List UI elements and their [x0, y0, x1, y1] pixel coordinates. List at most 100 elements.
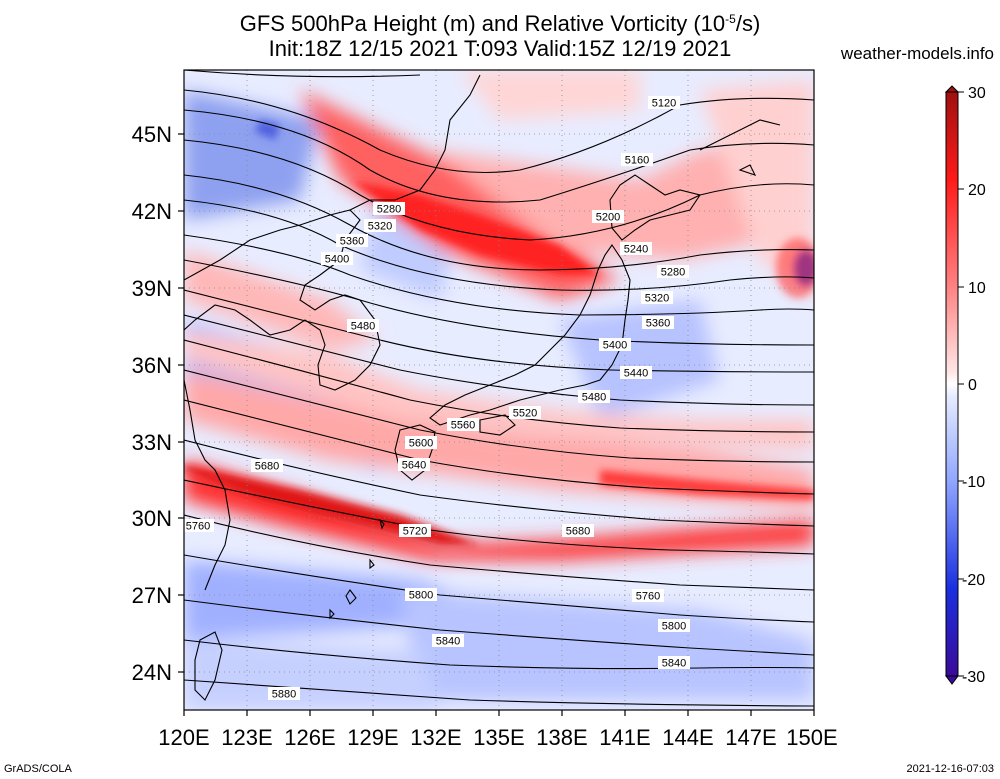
svg-text:5400: 5400	[603, 340, 627, 352]
contour-label: 5600	[405, 436, 437, 450]
svg-text:5280: 5280	[661, 267, 685, 279]
lat-tick-label: 39N	[132, 276, 172, 301]
contour-label: 5320	[641, 291, 673, 305]
contour-label: 5440	[620, 366, 652, 380]
colorbar-tick-label: -20	[962, 572, 985, 589]
svg-text:5520: 5520	[513, 408, 537, 420]
colorbar-tick-label: 30	[968, 85, 986, 102]
lat-tick-label: 42N	[132, 199, 172, 224]
svg-text:5760: 5760	[636, 591, 660, 603]
contour-label: 5320	[364, 219, 396, 233]
svg-text:5600: 5600	[409, 438, 433, 450]
svg-text:5360: 5360	[646, 318, 670, 330]
colorbar-tick-label: 10	[968, 280, 986, 297]
svg-text:5120: 5120	[652, 98, 676, 110]
contour-label: 5520	[509, 406, 541, 420]
lat-tick-label: 33N	[132, 430, 172, 455]
lon-tick-label: 126E	[284, 725, 335, 750]
svg-text:5440: 5440	[624, 368, 648, 380]
svg-text:5200: 5200	[596, 212, 620, 224]
lat-tick-label: 45N	[132, 122, 172, 147]
contour-label: 5400	[599, 338, 631, 352]
contour-label: 5800	[405, 588, 437, 602]
chart-title-line1: GFS 500hPa Height (m) and Relative Vorti…	[0, 6, 1000, 37]
lat-tick-label: 24N	[132, 660, 172, 685]
contour-label: 5480	[578, 390, 610, 404]
footer-credit: GrADS/COLA	[4, 763, 72, 775]
svg-text:5560: 5560	[451, 420, 475, 432]
svg-text:5680: 5680	[566, 526, 590, 538]
svg-text:5280: 5280	[377, 204, 401, 216]
svg-text:5800: 5800	[662, 621, 686, 633]
vorticity-field	[184, 70, 814, 710]
height-contours	[184, 70, 814, 707]
title-prefix: GFS 500hPa Height (m) and Relative Vorti…	[239, 11, 726, 37]
colorbar-tick-label: 0	[968, 377, 977, 394]
svg-text:5680: 5680	[255, 461, 279, 473]
contour-label: 5400	[321, 252, 353, 266]
svg-text:5360: 5360	[340, 236, 364, 248]
brand-label: weather-models.info	[840, 44, 994, 63]
contour-label: 5200	[592, 210, 624, 224]
contour-label: 5760	[632, 589, 664, 603]
lat-tick-label: 27N	[132, 583, 172, 608]
chart-title-line2: Init:18Z 12/15 2021 T:093 Valid:15Z 12/1…	[268, 36, 732, 61]
svg-text:5480: 5480	[351, 321, 375, 333]
svg-text:5160: 5160	[625, 155, 649, 167]
lon-tick-label: 138E	[536, 725, 587, 750]
svg-text:5320: 5320	[368, 221, 392, 233]
contour-label: 5680	[251, 459, 283, 473]
svg-text:5840: 5840	[436, 636, 460, 648]
contour-label: 5480	[347, 319, 379, 333]
contour-label: 5640	[398, 458, 430, 472]
contour-label: 5720	[399, 524, 431, 538]
contour-label: 5760	[184, 519, 214, 533]
svg-text:5800: 5800	[409, 590, 433, 602]
svg-text:5640: 5640	[402, 460, 426, 472]
contour-label: 5560	[447, 418, 479, 432]
title-suffix: /s)	[735, 11, 761, 37]
svg-text:5760: 5760	[186, 521, 210, 533]
lat-tick-label: 30N	[132, 506, 172, 531]
lon-tick-label: 147E	[725, 725, 776, 750]
contour-label: 5360	[336, 234, 368, 248]
svg-text:5240: 5240	[624, 244, 648, 256]
lon-tick-label: 123E	[221, 725, 272, 750]
contour-label: 5880	[268, 687, 300, 701]
svg-text:5400: 5400	[325, 254, 349, 266]
svg-text:5720: 5720	[403, 526, 427, 538]
contour-label: 5240	[620, 242, 652, 256]
axis-ticks	[178, 133, 815, 716]
svg-text:5320: 5320	[645, 293, 669, 305]
contour-label: 5360	[642, 316, 674, 330]
title-exponent: -5	[725, 12, 736, 26]
colorbar: 30 20 10 0 -10 -20 -30	[944, 85, 986, 686]
contour-label: 5840	[432, 634, 464, 648]
lon-tick-label: 135E	[473, 725, 524, 750]
contour-label: 5280	[657, 265, 689, 279]
colorbar-tick-label: -30	[962, 669, 985, 686]
lon-tick-label: 144E	[662, 725, 713, 750]
lon-tick-label: 129E	[347, 725, 398, 750]
lat-labels: 24N 27N 30N 33N 36N 39N 42N 45N	[132, 122, 172, 685]
contour-labels: 5120 5160 5200 5240 5280 5280 5320 5320 …	[184, 96, 690, 701]
colorbar-tick-label: 20	[968, 182, 986, 199]
contour-label: 5680	[562, 524, 594, 538]
contour-label: 5280	[373, 202, 405, 216]
contour-label: 5840	[658, 656, 690, 670]
contour-label: 5120	[648, 96, 680, 110]
svg-text:5880: 5880	[272, 689, 296, 701]
lat-tick-label: 36N	[132, 353, 172, 378]
lon-tick-label: 141E	[599, 725, 650, 750]
lon-tick-label: 120E	[158, 725, 209, 750]
footer-timestamp: 2021-12-16-07:03	[906, 763, 994, 775]
svg-text:5480: 5480	[582, 392, 606, 404]
svg-text:5840: 5840	[662, 658, 686, 670]
contour-label: 5160	[621, 153, 653, 167]
lon-labels: 120E 123E 126E 129E 132E 135E 138E 141E …	[158, 725, 837, 750]
colorbar-tick-label: -10	[962, 474, 985, 491]
lon-tick-label: 132E	[410, 725, 461, 750]
lon-tick-label: 150E	[786, 725, 837, 750]
contour-label: 5800	[658, 619, 690, 633]
